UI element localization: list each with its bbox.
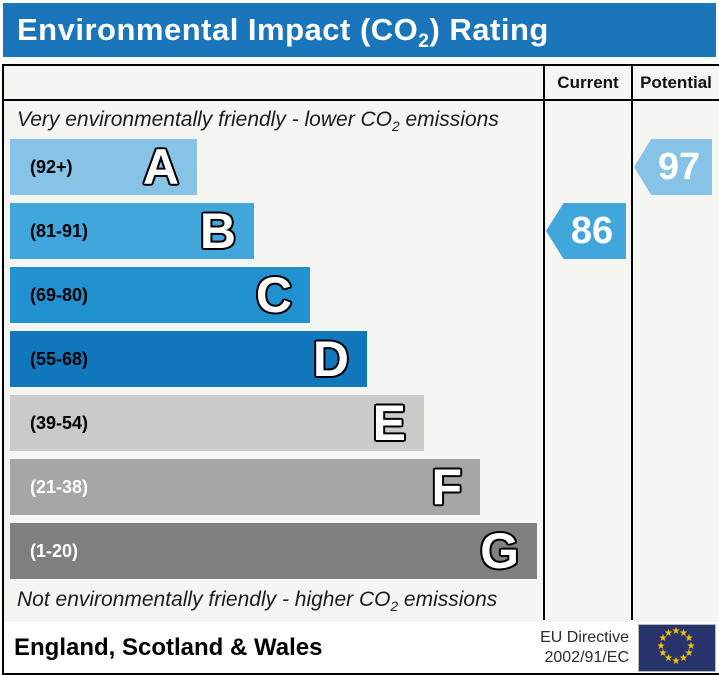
region-label: England, Scotland & Wales [14, 633, 323, 661]
potential-rating-value: 97 [657, 145, 701, 188]
band-letter: D [312, 331, 349, 387]
band-range-label: (81-91) [30, 220, 89, 241]
eu-star-icon: ★ [679, 627, 688, 639]
band-range-label: (69-80) [30, 284, 89, 305]
eu-star-icon: ★ [664, 627, 673, 639]
header-current-cell: Current [543, 66, 631, 99]
rating-scale-cell: Very environmentally friendly - lower CO… [4, 101, 543, 620]
title-subscript: 2 [418, 31, 430, 53]
eu-star-icon: ★ [686, 640, 696, 652]
title-bar: Environmental Impact (CO2) Rating [3, 3, 716, 57]
band-range-label: (92+) [30, 156, 73, 177]
current-rating-arrow: 86 [546, 203, 626, 259]
table-header-row: Current Potential [4, 66, 719, 101]
band-row-g: (1-20) G [10, 523, 537, 579]
band-letter: F [431, 459, 462, 515]
band-row-e: (39-54) E [10, 395, 424, 451]
eu-star-icon: ★ [656, 640, 666, 652]
current-rating-cell: 86 [543, 101, 631, 620]
band-list: (92+) A (81-91) B (69-80) C (55-68) D (3… [4, 139, 543, 579]
band-row-a: (92+) A [10, 139, 197, 195]
rating-table: Current Potential Very environmentally f… [2, 64, 719, 626]
band-letter: A [142, 139, 179, 195]
eu-star-icon: ★ [679, 653, 688, 665]
bottom-note: Not environmentally friendly - higher CO… [4, 579, 543, 620]
band-letter: E [372, 395, 406, 451]
top-note-suffix: emissions [399, 108, 499, 131]
eu-star-icon: ★ [658, 633, 668, 644]
eu-star-icon: ★ [664, 653, 673, 665]
table-body-row: Very environmentally friendly - lower CO… [4, 101, 719, 620]
page-title: Environmental Impact (CO2) Rating [17, 12, 549, 51]
header-potential-cell: Potential [631, 66, 719, 99]
bottom-note-suffix: emissions [398, 587, 498, 611]
band-row-c: (69-80) C [10, 267, 310, 323]
eu-star-icon: ★ [684, 633, 694, 644]
potential-rating-cell: 97 [631, 101, 719, 620]
current-rating-value: 86 [570, 209, 614, 252]
band-range-label: (21-38) [30, 476, 89, 497]
band-range-label: (1-20) [30, 540, 79, 561]
top-note-subscript: 2 [392, 119, 400, 135]
band-range-label: (39-54) [30, 412, 89, 433]
eu-directive-label: EU Directive 2002/91/EC [540, 628, 629, 668]
top-note-text: Very environmentally friendly - lower CO [17, 108, 393, 131]
title-text-suffix: ) Rating [429, 12, 549, 47]
eu-directive-line1: EU Directive [540, 628, 629, 646]
band-letter: C [255, 267, 292, 323]
bottom-note-text: Not environmentally friendly - higher CO [17, 587, 391, 611]
eu-flag-icon: ★ ★ ★ ★ ★ ★ ★ ★ ★ ★ ★ ★ [638, 623, 716, 672]
footer-bar: England, Scotland & Wales EU Directive 2… [2, 622, 719, 675]
potential-rating-arrow: 97 [634, 139, 712, 195]
band-letter: B [199, 203, 236, 259]
eu-star-icon: ★ [671, 625, 681, 637]
top-note: Very environmentally friendly - lower CO… [4, 101, 543, 139]
band-row-f: (21-38) F [10, 459, 480, 515]
eu-star-icon: ★ [684, 648, 694, 659]
eu-star-icon: ★ [671, 655, 681, 667]
band-letter: G [480, 523, 519, 579]
eu-star-icon: ★ [658, 648, 668, 659]
band-range-label: (55-68) [30, 348, 89, 369]
header-spacer-cell [4, 66, 543, 99]
band-row-b: (81-91) B [10, 203, 254, 259]
title-text: Environmental Impact (CO [17, 12, 419, 47]
bottom-note-subscript: 2 [390, 598, 399, 614]
eu-directive-line2: 2002/91/EC [544, 648, 629, 666]
band-row-d: (55-68) D [10, 331, 367, 387]
